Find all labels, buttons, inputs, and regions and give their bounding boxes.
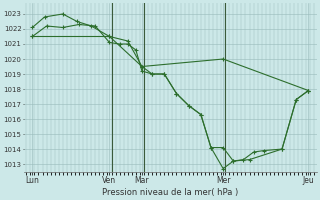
X-axis label: Pression niveau de la mer( hPa ): Pression niveau de la mer( hPa ) xyxy=(102,188,238,197)
